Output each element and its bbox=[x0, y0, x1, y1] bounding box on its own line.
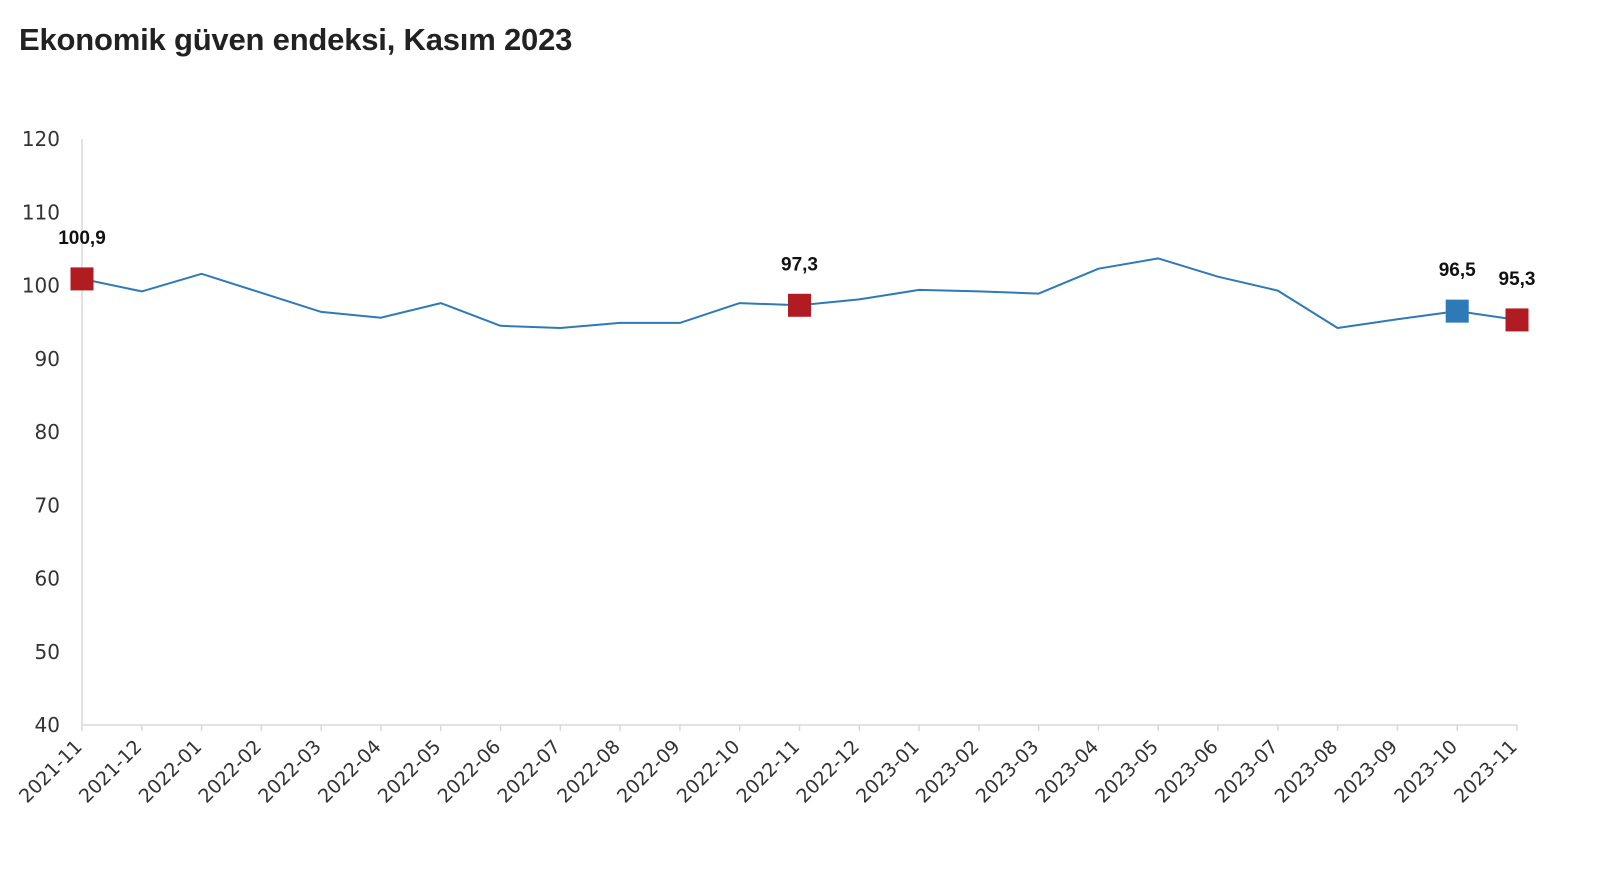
x-tick-label: 2022-08 bbox=[553, 736, 625, 808]
y-axis: 40 50 60 70 80 90 100 110 120 bbox=[22, 127, 83, 737]
x-tick-label: 2023-02 bbox=[912, 736, 984, 808]
data-label: 96,5 bbox=[1439, 260, 1476, 281]
x-tick-label: 2023-10 bbox=[1390, 736, 1462, 808]
x-tick-label: 2023-11 bbox=[1450, 736, 1522, 808]
x-tick-label: 2023-04 bbox=[1031, 736, 1103, 808]
x-tick-label: 2023-07 bbox=[1211, 736, 1283, 808]
x-tick-label: 2022-11 bbox=[733, 736, 805, 808]
label-layer: 100,9 97,3 96,5 95,3 bbox=[58, 228, 1535, 290]
highlight-marker bbox=[788, 293, 811, 317]
x-tick-label: 2023-06 bbox=[1151, 736, 1223, 808]
highlight-marker bbox=[70, 267, 94, 291]
x-tick-label: 2022-09 bbox=[613, 736, 685, 808]
y-tick-label: 40 bbox=[35, 713, 60, 737]
x-tick-label: 2022-04 bbox=[314, 736, 386, 808]
y-tick-label: 70 bbox=[35, 493, 60, 517]
highlight-marker bbox=[1505, 308, 1529, 332]
x-tick-label: 2023-05 bbox=[1091, 736, 1163, 808]
y-tick-label: 60 bbox=[35, 567, 60, 591]
y-tick-label: 80 bbox=[35, 420, 60, 444]
data-label: 100,9 bbox=[58, 228, 106, 249]
x-tick-label: 2022-01 bbox=[135, 736, 207, 808]
x-tick-label: 2022-05 bbox=[374, 736, 446, 808]
x-tick-label: 2022-02 bbox=[194, 736, 266, 808]
highlight-marker bbox=[1445, 299, 1469, 323]
x-tick-label: 2022-06 bbox=[434, 736, 506, 808]
x-tick-label: 2021-11 bbox=[15, 736, 87, 808]
x-tick-label: 2023-09 bbox=[1330, 736, 1402, 808]
x-tick-label: 2023-08 bbox=[1271, 736, 1343, 808]
x-axis: 2021-112021-122022-012022-022022-032022-… bbox=[15, 724, 1522, 808]
x-tick-label: 2021-12 bbox=[75, 736, 147, 808]
x-tick-label: 2022-12 bbox=[792, 736, 864, 808]
y-tick-label: 50 bbox=[35, 640, 60, 664]
data-label: 97,3 bbox=[781, 254, 818, 275]
y-tick-label: 120 bbox=[22, 127, 60, 151]
x-tick-label: 2022-07 bbox=[493, 736, 565, 808]
y-tick-label: 100 bbox=[22, 274, 60, 298]
x-tick-label: 2023-01 bbox=[852, 736, 924, 808]
chart-title: Ekonomik güven endeksi, Kasım 2023 bbox=[19, 22, 573, 57]
y-tick-label: 110 bbox=[22, 200, 60, 224]
x-tick-label: 2022-10 bbox=[673, 736, 745, 808]
marker-layer bbox=[70, 267, 1529, 332]
y-tick-label: 90 bbox=[35, 347, 60, 371]
x-tick-label: 2022-03 bbox=[254, 736, 326, 808]
x-tick-label: 2023-03 bbox=[972, 736, 1044, 808]
data-label: 95,3 bbox=[1499, 269, 1536, 290]
